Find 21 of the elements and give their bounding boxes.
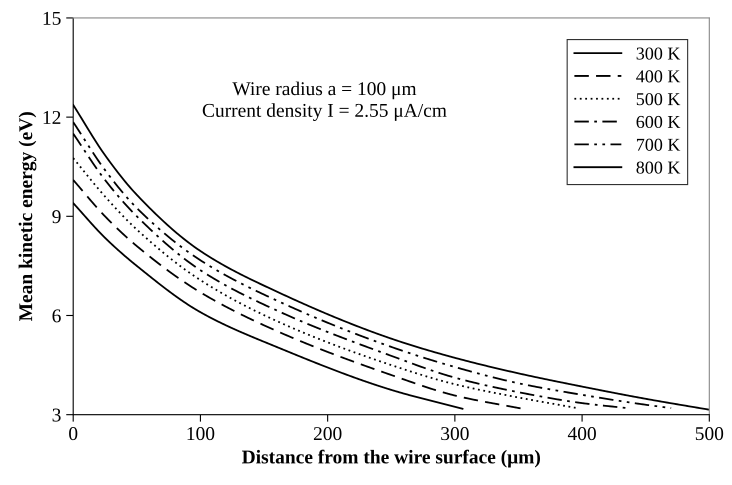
annotation: Current density I = 2.55 μA/cm	[202, 103, 447, 121]
x-tick-label: 400	[568, 427, 596, 440]
x-axis-title: Distance from the wire surface (μm)	[242, 450, 540, 468]
legend-label: 800 K	[636, 161, 680, 174]
x-tick-label: 500	[696, 427, 724, 440]
y-tick-label: 6	[52, 309, 61, 322]
y-tick-label: 3	[52, 408, 61, 422]
x-tick-label: 0	[69, 427, 78, 440]
y-axis-title: Mean kinetic energy (eV)	[18, 112, 36, 321]
legend-label: 400 K	[636, 70, 680, 82]
y-tick-label: 12	[44, 111, 60, 124]
x-tick-label: 300	[441, 427, 469, 440]
legend-label: 500 K	[636, 93, 680, 106]
legend-label: 300 K	[636, 47, 680, 60]
legend-label: 700 K	[636, 138, 680, 151]
y-tick-label: 9	[52, 210, 61, 224]
x-tick-label: 100	[188, 427, 214, 440]
x-tick-label: 200	[314, 427, 342, 440]
y-tick-label: 15	[44, 12, 61, 25]
annotation: Wire radius a = 100 μm	[232, 82, 416, 100]
legend-label: 600 K	[636, 116, 680, 128]
